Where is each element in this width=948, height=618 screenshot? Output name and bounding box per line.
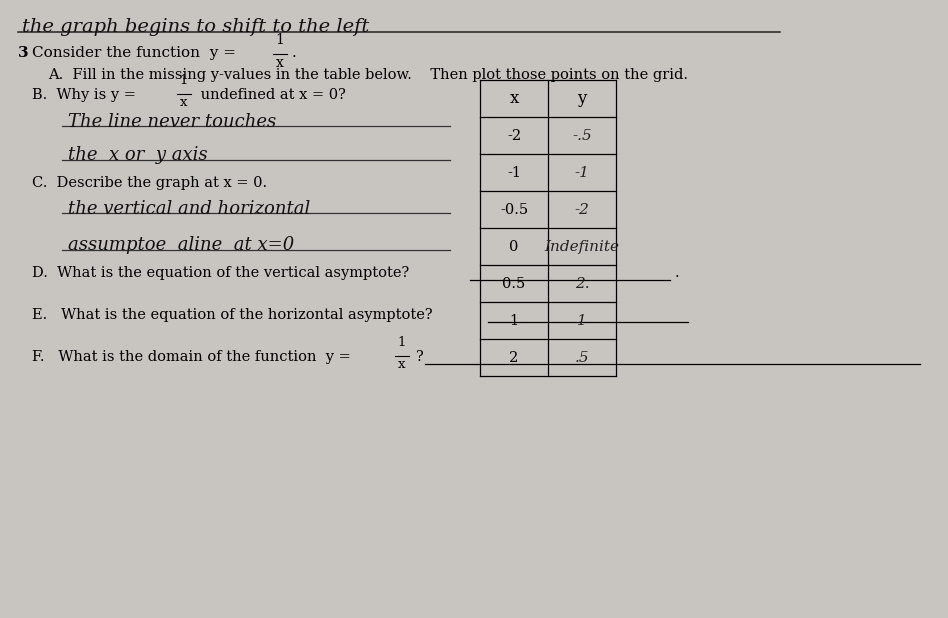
Text: -.5: -.5 bbox=[573, 129, 592, 143]
Text: the graph begins to shift to the left: the graph begins to shift to the left bbox=[22, 18, 370, 36]
Text: y: y bbox=[577, 90, 587, 107]
Text: x: x bbox=[509, 90, 519, 107]
Text: .: . bbox=[292, 46, 297, 60]
Text: x: x bbox=[276, 56, 284, 70]
Text: The line never touches: The line never touches bbox=[68, 113, 276, 131]
Text: assumptoe  aline  at x=0: assumptoe aline at x=0 bbox=[68, 236, 294, 254]
Text: the  x or  y axis: the x or y axis bbox=[68, 146, 208, 164]
Text: -1: -1 bbox=[507, 166, 521, 179]
Text: -1: -1 bbox=[574, 166, 590, 179]
Text: .: . bbox=[675, 266, 680, 280]
Text: 1: 1 bbox=[577, 313, 587, 328]
Text: the vertical and horizontal: the vertical and horizontal bbox=[68, 200, 310, 218]
Text: 0: 0 bbox=[509, 240, 519, 253]
Text: A.  Fill in the missing y-values in the table below.    Then plot those points o: A. Fill in the missing y-values in the t… bbox=[48, 68, 688, 82]
Text: -0.5: -0.5 bbox=[500, 203, 528, 216]
Text: 1: 1 bbox=[180, 74, 189, 87]
Text: 2: 2 bbox=[509, 350, 519, 365]
Text: .5: .5 bbox=[574, 350, 590, 365]
Text: D.  What is the equation of the vertical asymptote?: D. What is the equation of the vertical … bbox=[32, 266, 410, 280]
Text: 2.: 2. bbox=[574, 276, 590, 290]
Text: B.  Why is y =: B. Why is y = bbox=[32, 88, 136, 102]
Text: 3: 3 bbox=[18, 46, 28, 60]
Text: -2: -2 bbox=[507, 129, 521, 143]
Text: Indefinite: Indefinite bbox=[544, 240, 619, 253]
Text: C.  Describe the graph at x = 0.: C. Describe the graph at x = 0. bbox=[32, 176, 267, 190]
Text: ?: ? bbox=[415, 350, 423, 364]
Text: 1: 1 bbox=[276, 33, 284, 47]
Text: x: x bbox=[180, 96, 188, 109]
Text: 0.5: 0.5 bbox=[502, 276, 525, 290]
Text: Consider the function  y =: Consider the function y = bbox=[32, 46, 236, 60]
Text: 1: 1 bbox=[398, 336, 406, 349]
Text: E.   What is the equation of the horizontal asymptote?: E. What is the equation of the horizonta… bbox=[32, 308, 432, 322]
Text: x: x bbox=[398, 358, 406, 371]
Text: undefined at x = 0?: undefined at x = 0? bbox=[196, 88, 346, 102]
Text: -2: -2 bbox=[574, 203, 590, 216]
Text: 1: 1 bbox=[509, 313, 519, 328]
Text: F.   What is the domain of the function  y =: F. What is the domain of the function y … bbox=[32, 350, 351, 364]
